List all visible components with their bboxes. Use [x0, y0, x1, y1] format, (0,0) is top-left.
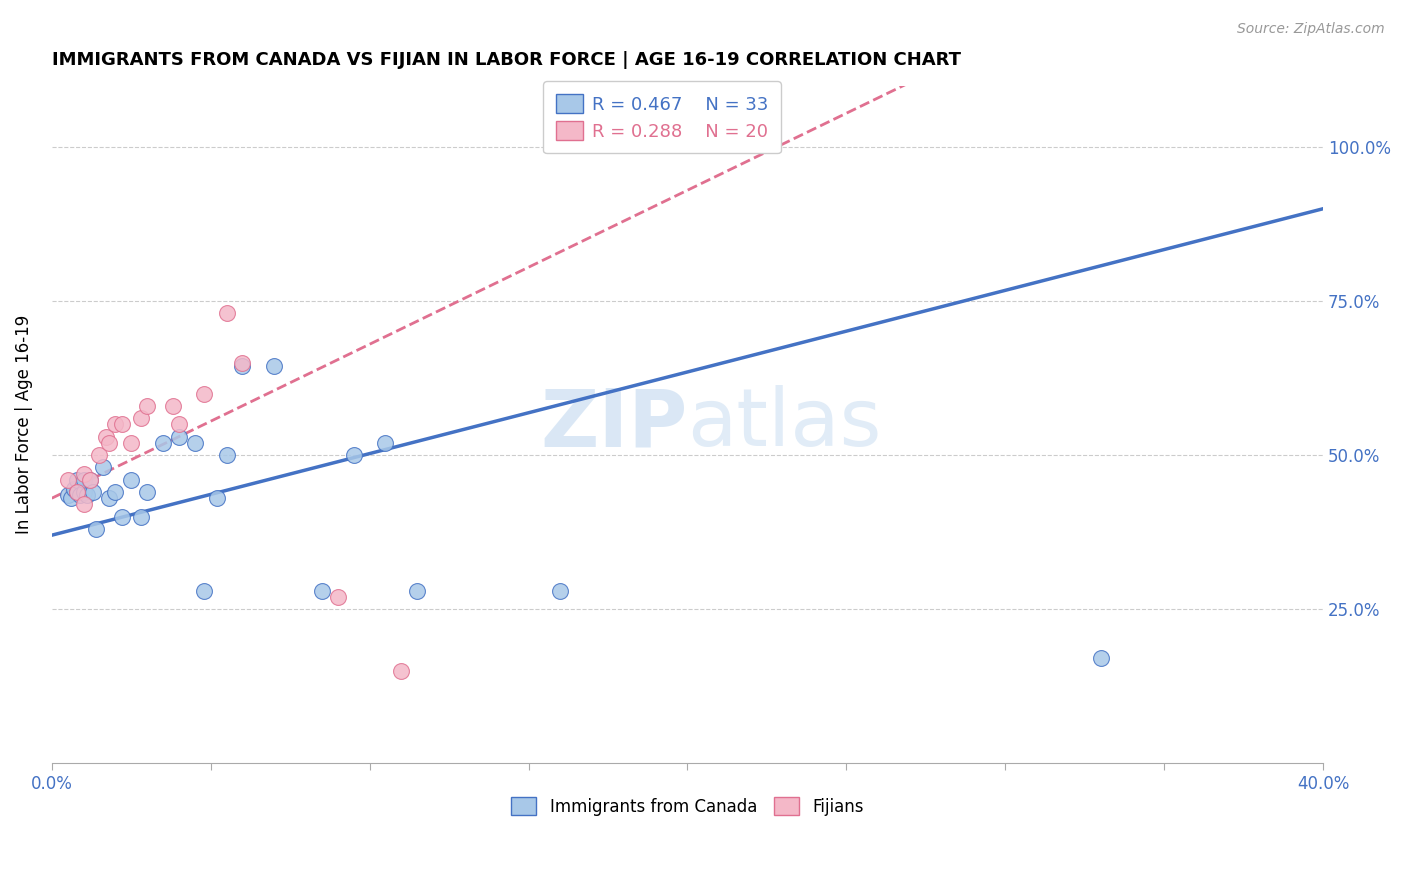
Point: [129, 411, 152, 425]
Point: [231, 356, 253, 370]
Point: [72, 467, 94, 481]
Point: [215, 448, 238, 462]
Point: [97, 435, 120, 450]
Point: [82, 485, 104, 500]
Point: [263, 359, 285, 373]
Point: [94, 430, 117, 444]
Point: [72, 473, 94, 487]
Point: [136, 485, 159, 500]
Point: [104, 417, 127, 432]
Point: [66, 485, 89, 500]
Point: [1090, 651, 1112, 665]
Point: [326, 590, 349, 604]
Point: [311, 583, 333, 598]
Text: Source: ZipAtlas.com: Source: ZipAtlas.com: [1237, 22, 1385, 37]
Point: [120, 435, 142, 450]
Point: [167, 430, 190, 444]
Legend: Immigrants from Canada, Fijians: Immigrants from Canada, Fijians: [505, 790, 870, 822]
Point: [97, 491, 120, 506]
Point: [193, 583, 215, 598]
Point: [406, 583, 429, 598]
Point: [79, 473, 101, 487]
Point: [63, 482, 86, 496]
Point: [231, 359, 253, 373]
Point: [66, 485, 89, 500]
Point: [374, 435, 396, 450]
Text: ZIP: ZIP: [540, 385, 688, 463]
Point: [56, 473, 79, 487]
Point: [215, 306, 238, 320]
Point: [129, 509, 152, 524]
Point: [184, 435, 207, 450]
Point: [79, 473, 101, 487]
Point: [104, 485, 127, 500]
Point: [69, 488, 91, 502]
Point: [152, 435, 174, 450]
Point: [66, 473, 89, 487]
Point: [91, 460, 114, 475]
Point: [59, 491, 82, 506]
Point: [167, 417, 190, 432]
Point: [205, 491, 228, 506]
Point: [76, 488, 98, 502]
Text: IMMIGRANTS FROM CANADA VS FIJIAN IN LABOR FORCE | AGE 16-19 CORRELATION CHART: IMMIGRANTS FROM CANADA VS FIJIAN IN LABO…: [52, 51, 960, 69]
Point: [56, 488, 79, 502]
Point: [343, 448, 366, 462]
Point: [72, 497, 94, 511]
Point: [89, 448, 111, 462]
Point: [84, 522, 107, 536]
Point: [193, 386, 215, 401]
Y-axis label: In Labor Force | Age 16-19: In Labor Force | Age 16-19: [15, 315, 32, 534]
Point: [120, 473, 142, 487]
Point: [72, 485, 94, 500]
Point: [162, 399, 184, 413]
Point: [550, 583, 572, 598]
Point: [389, 664, 412, 678]
Point: [111, 509, 134, 524]
Point: [111, 417, 134, 432]
Text: atlas: atlas: [688, 385, 882, 463]
Point: [136, 399, 159, 413]
